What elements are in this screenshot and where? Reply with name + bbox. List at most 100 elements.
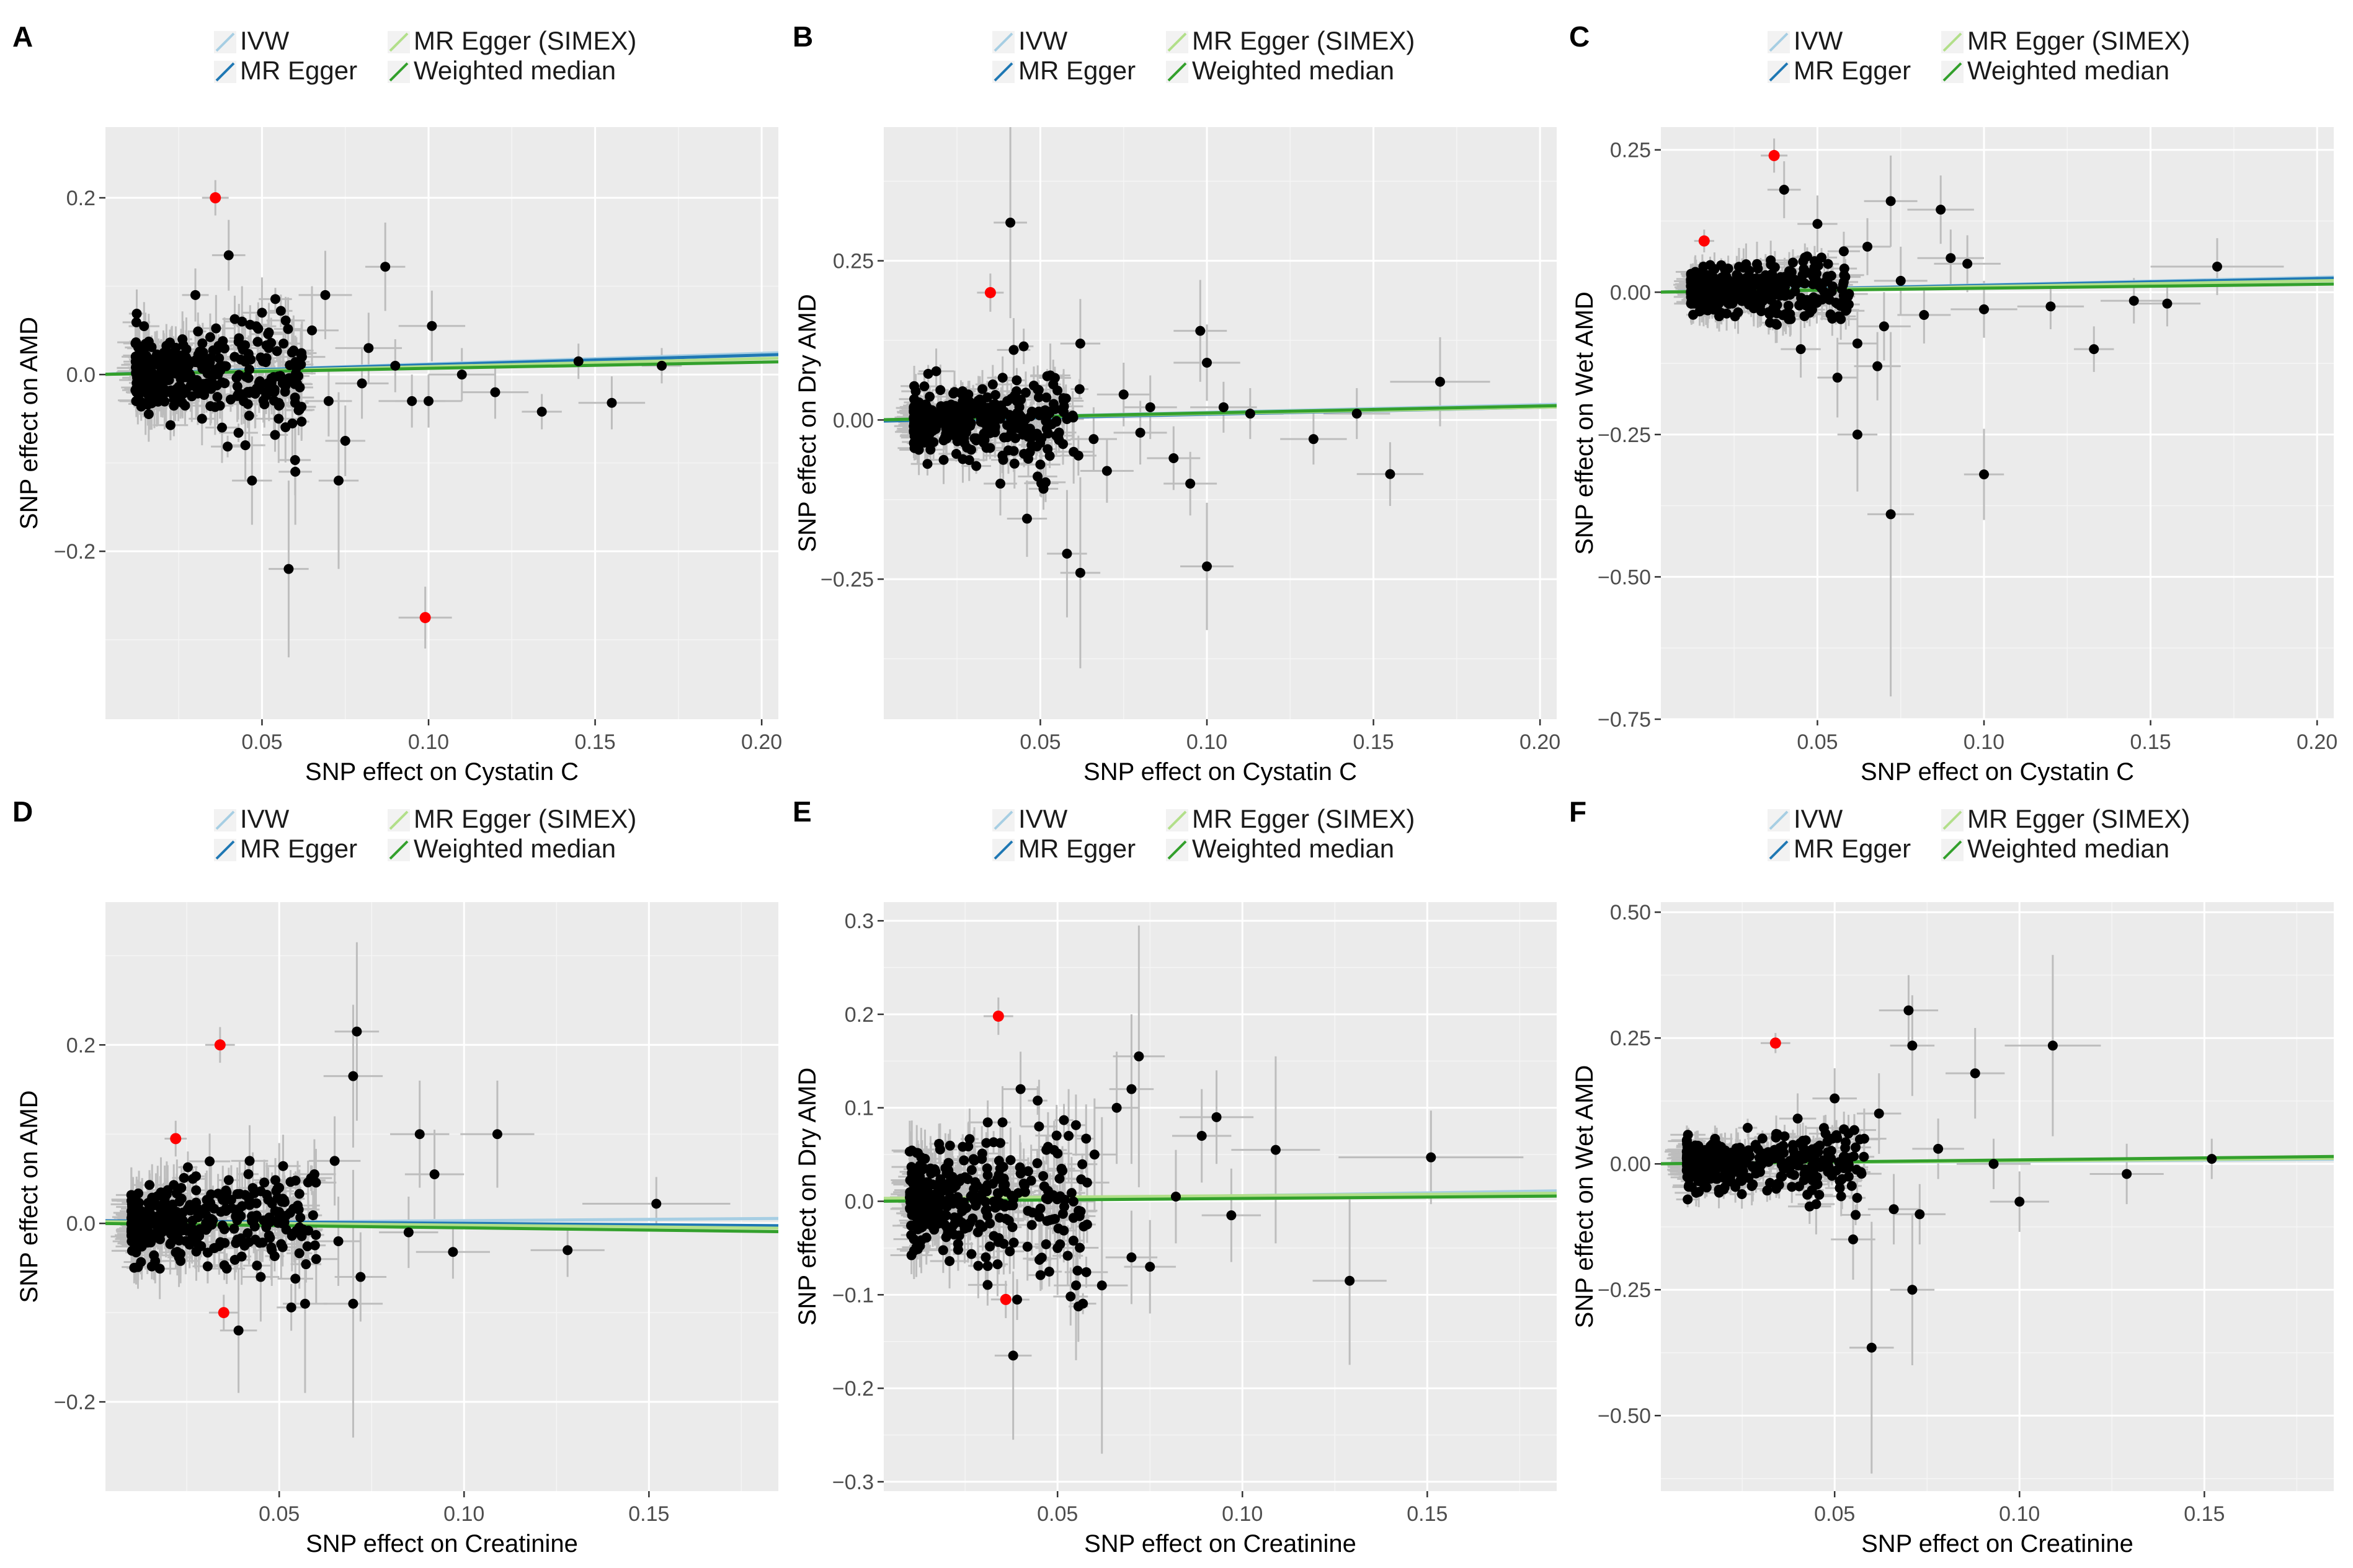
snp-point [987,379,998,390]
snp-point [240,440,251,451]
snp-point [943,414,954,424]
legend-swatch [1769,32,1789,52]
x-tick-label: 0.15 [574,730,615,754]
snp-point [283,324,293,334]
snp-point [407,396,417,406]
y-tick-label: 0.0 [845,1190,874,1214]
snp-point [1008,345,1019,355]
snp-point [296,348,307,358]
snp-point [1061,393,1071,404]
snp-point [1690,270,1701,281]
snp-point [1808,279,1818,290]
snp-point [1840,272,1851,282]
snp-point [925,445,936,455]
x-tick-label: 0.10 [1186,730,1227,754]
snp-point [285,373,295,383]
snp-point [286,1302,296,1313]
data-layer [884,925,1557,1454]
snp-point [294,1189,305,1199]
snp-point [1010,433,1021,443]
snp-point [158,391,168,401]
legend-label: Weighted median [1192,834,1394,863]
snp-point [251,1198,262,1208]
legend-swatch [994,62,1013,82]
snp-point [1702,270,1713,280]
snp-point [1733,307,1743,317]
legend-item: Weighted median [1166,834,1394,863]
snp-point [278,339,289,349]
snp-point [195,346,205,357]
snp-point [219,1224,229,1234]
snp-point [270,430,280,440]
snp-point [1744,265,1755,276]
snp-point [1687,279,1697,290]
snp-point [177,369,188,379]
points [130,192,667,624]
snp-point [607,397,617,408]
x-axis-title: SNP effect on Cystatin C [305,758,579,786]
snp-point [2162,298,2173,309]
snp-point [126,1190,136,1200]
snp-point [1817,295,1827,305]
legend-label: MR Egger (SIMEX) [414,26,636,55]
snp-point [212,392,223,402]
y-tick-label: −0.25 [1598,423,1651,447]
snp-point [922,459,933,469]
snp-point [294,1248,305,1259]
legend-item: IVW [214,804,290,833]
snp-point [1029,431,1039,441]
snp-point [277,1242,288,1252]
snp-point [1724,299,1735,309]
x-axis-title: SNP effect on Cystatin C [1861,758,2134,786]
x-tick-label: 0.05 [259,1502,300,1526]
snp-point [242,399,253,409]
snp-point [289,1228,300,1238]
snp-point [1783,300,1794,311]
snp-point [329,1156,340,1166]
snp-point [1074,384,1085,394]
snp-point [193,1212,203,1223]
legend-label: Weighted median [1967,56,2169,85]
snp-point [264,384,274,395]
snp-point [290,1273,301,1284]
legend-swatch [994,32,1013,52]
snp-point [1385,469,1395,479]
snp-point [1351,409,1362,419]
snp-point [931,366,941,376]
x-tick-label: 0.15 [1407,1502,1448,1526]
snp-point [1021,513,1032,524]
snp-point [1033,384,1044,395]
snp-point [190,290,201,300]
legend-item: Weighted median [388,834,616,863]
x-tick-label: 0.05 [241,730,282,754]
snp-point [657,360,667,371]
snp-point [263,1194,274,1205]
snp-point [988,399,999,410]
snp-point [1812,219,1823,229]
snp-point [293,1204,304,1215]
snp-point [1698,262,1709,272]
outlier-point [984,286,996,298]
snp-point [1779,185,1789,195]
snp-point [211,323,221,334]
snp-point [340,436,350,446]
panel-letter: D [12,795,33,828]
snp-point [573,356,584,366]
snp-point [320,290,331,300]
snp-point [193,326,203,337]
snp-point [269,1251,280,1261]
snp-point [296,417,307,427]
y-tick-label: −0.2 [54,540,96,564]
y-tick-label: −0.2 [832,1377,874,1401]
snp-point [244,364,255,374]
legend-swatch [1167,62,1187,82]
snp-point [923,368,933,379]
legend-label: Weighted median [1192,56,1394,85]
snp-point [363,343,374,353]
snp-point [355,1272,366,1282]
snp-point [169,401,179,411]
